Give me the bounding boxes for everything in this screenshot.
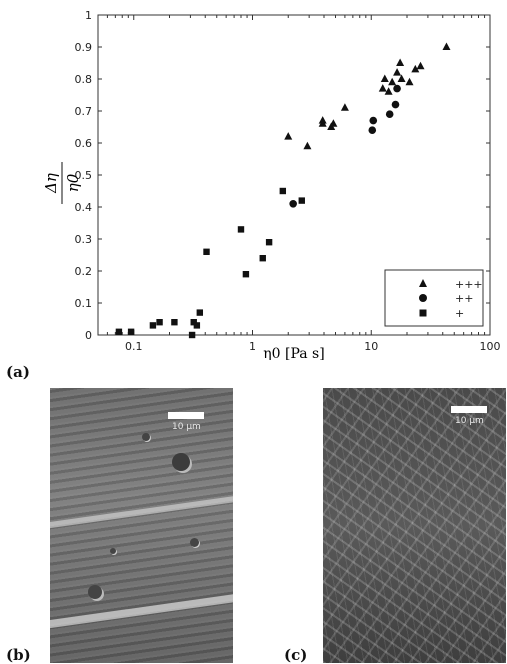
data-point-circle <box>368 126 377 134</box>
sem-particle <box>88 585 102 599</box>
data-point-square <box>298 197 305 204</box>
y-tick-label: 0.2 <box>75 265 93 278</box>
x-axis-ticks: 0.1 1 10 100 <box>97 15 501 353</box>
data-point-triangle <box>318 116 327 124</box>
y-tick-label: 0 <box>85 329 92 342</box>
legend: +++ ++ + <box>384 269 484 327</box>
legend-marker-triangle <box>419 279 427 287</box>
data-point-circle <box>385 110 394 118</box>
data-point-square <box>149 322 157 329</box>
y-axis-label-numerator: Δη <box>42 173 60 194</box>
x-axis-label: η0 [Pa s] <box>263 346 324 360</box>
sem-streak <box>50 590 233 630</box>
data-point-square <box>265 239 273 246</box>
sem-image-b: 10 μm <box>50 388 233 663</box>
data-point-triangle <box>380 74 389 82</box>
legend-label-series-3: + <box>455 307 464 320</box>
scale-bar-c <box>451 406 487 413</box>
legend-label-series-1: +++ <box>455 278 483 291</box>
data-point-square <box>156 319 163 326</box>
data-point-square <box>115 328 123 335</box>
panel-label-b: (b) <box>6 646 31 664</box>
y-tick-label: 0.7 <box>75 105 93 118</box>
data-point-square <box>279 187 287 195</box>
y-axis-label-denominator: η0 <box>64 173 82 192</box>
y-axis-label: Δη η0 <box>42 162 82 204</box>
data-point-square <box>193 322 201 329</box>
x-tick-label: 10 <box>364 340 378 353</box>
data-point-triangle <box>442 42 451 50</box>
data-point-triangle <box>329 119 338 127</box>
data-point-circle <box>369 116 378 125</box>
scale-bar-label-c: 10 μm <box>455 416 484 426</box>
sem-particle <box>172 453 190 471</box>
data-point-triangle <box>397 74 406 82</box>
data-point-square <box>171 319 178 326</box>
legend-marker-circle <box>419 294 427 302</box>
data-point-square <box>242 271 250 278</box>
scale-bar-b <box>168 412 204 419</box>
data-point-triangle <box>405 77 414 86</box>
y-axis-ticks: 0 0.1 0.2 0.3 0.4 0.5 0.6 0.7 0.8 0.9 1 <box>75 9 490 342</box>
data-point-triangle <box>303 141 312 150</box>
data-point-square <box>203 248 210 255</box>
data-point-triangle <box>340 103 349 111</box>
data-point-triangle <box>411 64 420 73</box>
data-point-circle <box>391 100 400 109</box>
y-tick-label: 0.9 <box>75 41 93 54</box>
scatter-chart: 00.10.20.30.40.50.60.70.80.91 0.1 1 10 100 … <box>42 9 501 360</box>
data-point-square <box>196 309 204 316</box>
y-tick-label: 0.4 <box>75 201 93 214</box>
data-point-triangle <box>393 68 402 76</box>
y-tick-label: 0.1 <box>75 297 93 310</box>
x-tick-label: 0.1 <box>125 340 143 353</box>
sem-particle <box>110 548 116 554</box>
legend-box <box>384 269 484 327</box>
data-point-triangle <box>388 77 397 86</box>
data-point-square <box>188 331 196 339</box>
y-tick-label: 0.8 <box>75 73 93 86</box>
data-point-triangle <box>378 84 387 92</box>
sem-image-c: 10 μm <box>323 388 506 663</box>
data-point-square <box>259 255 266 262</box>
data-point-circle <box>393 84 401 93</box>
data-point-triangle <box>416 61 425 70</box>
panel-label-c: (c) <box>284 646 308 664</box>
scale-bar-label-b: 10 μm <box>172 422 201 432</box>
sem-streak <box>50 492 233 530</box>
x-tick-label: 100 <box>480 340 501 353</box>
data-point-circle <box>289 200 297 208</box>
data-point-square <box>127 328 135 335</box>
sem-particle <box>142 433 150 441</box>
data-point-triangle <box>384 87 393 95</box>
data-points <box>115 42 451 339</box>
y-tick-label: 0.3 <box>75 233 93 246</box>
y-tick-label: 0.6 <box>75 137 93 150</box>
y-tick-label: 0.5 <box>75 169 93 182</box>
y-tick-label: 1 <box>85 9 92 22</box>
legend-label-series-2: ++ <box>455 292 473 305</box>
data-point-triangle <box>396 58 405 66</box>
x-tick-label: 1 <box>249 340 256 353</box>
data-point-triangle <box>284 132 293 140</box>
data-point-square <box>237 226 245 233</box>
legend-marker-square <box>419 309 427 317</box>
sem-particle <box>190 538 199 547</box>
panel-label-a: (a) <box>6 363 30 381</box>
